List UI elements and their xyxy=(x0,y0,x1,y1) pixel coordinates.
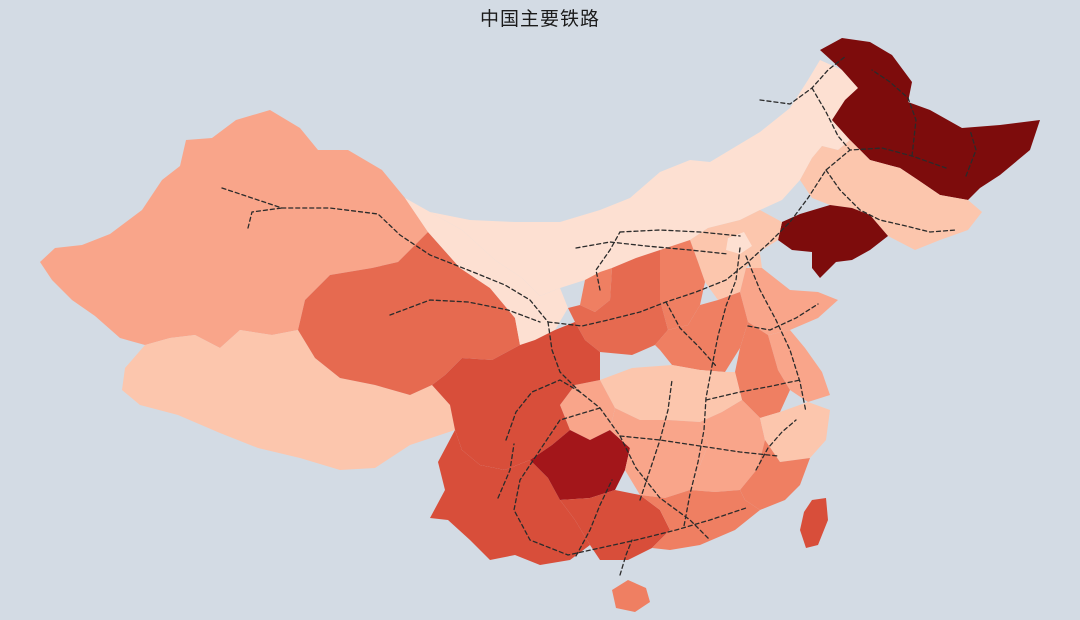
railway-line xyxy=(547,147,947,327)
railway-line xyxy=(389,299,541,323)
region-jiangsu xyxy=(768,330,830,402)
region-taiwan xyxy=(800,498,828,548)
railway-line xyxy=(965,129,977,177)
region-qinghai xyxy=(298,232,520,395)
railway-line xyxy=(513,407,747,556)
railway-line xyxy=(619,435,779,457)
region-guangxi xyxy=(560,490,670,560)
region-xinjiang xyxy=(40,110,428,348)
railway-layer xyxy=(221,55,977,576)
region-hebei xyxy=(690,210,782,300)
region-shandong xyxy=(740,268,838,335)
railway-line xyxy=(595,231,621,291)
region-guizhou xyxy=(530,430,630,500)
region-anhui xyxy=(735,322,790,418)
railway-line xyxy=(755,419,797,471)
region-hainan xyxy=(612,580,650,612)
region-jiangxi xyxy=(690,400,765,492)
railway-line xyxy=(221,187,549,323)
railway-line xyxy=(619,229,741,237)
region-liaoning xyxy=(778,205,888,278)
railway-line xyxy=(745,255,807,413)
region-jilin xyxy=(800,140,982,250)
region-sichuan xyxy=(432,322,600,470)
railway-line xyxy=(705,379,801,401)
railway-line xyxy=(619,539,633,576)
region-inner-mongolia xyxy=(430,60,858,296)
railway-line xyxy=(575,479,613,557)
railway-line xyxy=(871,69,917,157)
region-fujian xyxy=(740,440,810,510)
province-layer xyxy=(40,38,1040,612)
region-beijing xyxy=(726,232,752,254)
railway-line xyxy=(683,247,741,527)
region-ningxia xyxy=(580,268,612,312)
region-hunan xyxy=(610,408,708,498)
region-shanxi xyxy=(660,240,705,330)
railway-line xyxy=(575,241,729,255)
railway-line xyxy=(505,379,581,441)
railway-line xyxy=(747,303,819,331)
railway-line xyxy=(811,87,851,151)
railway-line xyxy=(825,169,957,233)
region-zhejiang xyxy=(760,402,830,462)
region-hubei xyxy=(600,365,742,422)
railway-line xyxy=(247,207,283,229)
region-tianjin xyxy=(748,252,762,272)
region-shaanxi xyxy=(568,250,668,355)
railway-line xyxy=(665,301,717,367)
region-tibet xyxy=(122,330,455,470)
railway-line xyxy=(547,321,711,541)
region-gansu xyxy=(405,198,568,345)
railway-line xyxy=(497,443,515,499)
map-title: 中国主要铁路 xyxy=(479,8,600,30)
railway-line xyxy=(639,379,673,501)
region-heilongjiang xyxy=(820,38,1040,200)
region-yunnan xyxy=(430,430,590,565)
region-chongqing xyxy=(560,380,615,440)
